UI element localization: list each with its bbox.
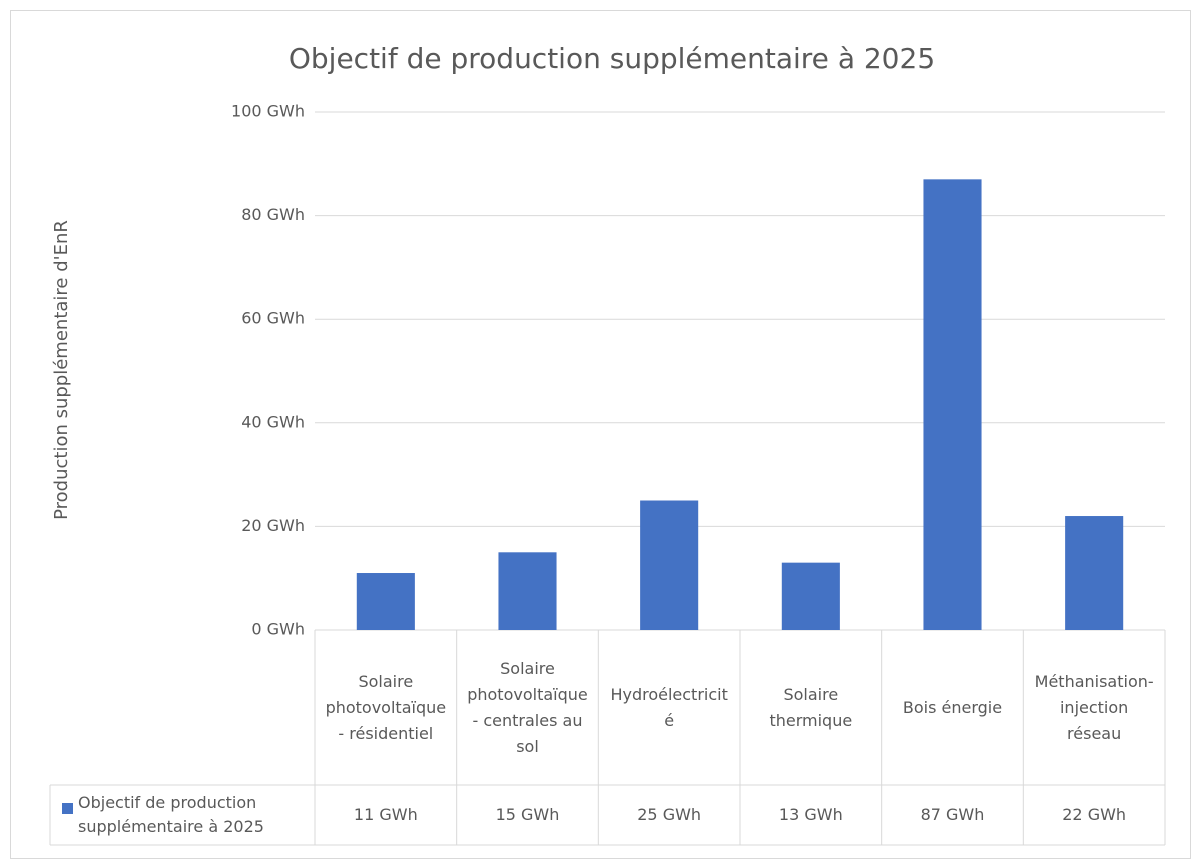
- x-tick-label: Solaire thermique: [769, 684, 853, 730]
- bar: [640, 500, 699, 630]
- y-tick-label: 60 GWh: [241, 309, 305, 328]
- bar: [356, 573, 415, 630]
- data-label: 15 GWh: [495, 805, 560, 824]
- y-tick-label: 0 GWh: [251, 620, 305, 639]
- bar: [923, 179, 982, 630]
- x-tick-label: Solaire photovoltaïque - centrales au so…: [467, 658, 588, 756]
- y-tick-label: 80 GWh: [241, 205, 305, 224]
- data-label: 87 GWh: [920, 805, 985, 824]
- x-tick-label: Solaire photovoltaïque - résidentiel: [325, 671, 447, 743]
- x-tick-label: Méthanisation-injection réseau: [1034, 671, 1154, 743]
- legend-swatch: [62, 803, 73, 814]
- y-axis-title: Production supplémentaire d'EnR: [51, 220, 72, 520]
- y-tick-label: 100 GWh: [231, 102, 305, 121]
- x-tick-label: Hydroélectricité: [610, 684, 728, 730]
- legend-label: Objectif de production supplémentaire à …: [78, 793, 264, 836]
- bar: [1065, 516, 1124, 630]
- bar: [498, 552, 557, 630]
- chart-title: Objectif de production supplémentaire à …: [289, 42, 935, 75]
- data-label: 25 GWh: [637, 805, 702, 824]
- y-tick-label: 40 GWh: [241, 412, 305, 431]
- data-label: 13 GWh: [778, 805, 843, 824]
- bar: [781, 562, 840, 630]
- y-tick-label: 20 GWh: [241, 516, 305, 535]
- data-label: 11 GWh: [353, 805, 418, 824]
- x-tick-label: Bois énergie: [902, 697, 1003, 717]
- data-label: 22 GWh: [1062, 805, 1127, 824]
